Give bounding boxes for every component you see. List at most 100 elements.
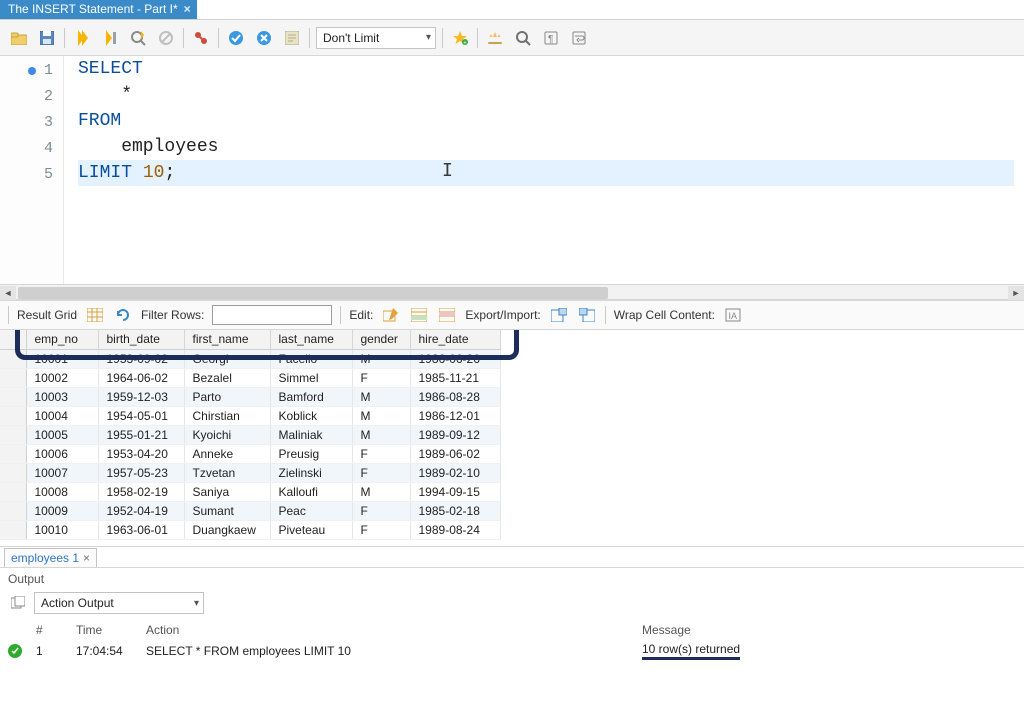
cell[interactable]: 10009 xyxy=(26,501,98,520)
cell[interactable]: 10008 xyxy=(26,482,98,501)
scroll-right-icon[interactable]: ► xyxy=(1008,286,1024,300)
cell[interactable]: Sumant xyxy=(184,501,270,520)
cell[interactable]: 1952-04-19 xyxy=(98,501,184,520)
cell[interactable]: 10006 xyxy=(26,444,98,463)
cell[interactable]: Tzvetan xyxy=(184,463,270,482)
column-header[interactable]: gender xyxy=(352,330,410,349)
file-tab[interactable]: The INSERT Statement - Part I* × xyxy=(0,0,197,19)
save-script-icon[interactable] xyxy=(36,27,58,49)
explain-icon[interactable] xyxy=(127,27,149,49)
table-row[interactable]: 100101963-06-01DuangkaewPiveteauF1989-08… xyxy=(0,520,500,539)
cell[interactable]: F xyxy=(352,463,410,482)
delete-row-icon[interactable] xyxy=(437,305,457,325)
cell[interactable]: 10003 xyxy=(26,387,98,406)
cell[interactable]: 1986-08-28 xyxy=(410,387,500,406)
cell[interactable]: Kalloufi xyxy=(270,482,352,501)
table-row[interactable]: 100031959-12-03PartoBamfordM1986-08-28 xyxy=(0,387,500,406)
result-grid-icon[interactable] xyxy=(85,305,105,325)
limit-rows-combo[interactable]: Don't Limit xyxy=(316,27,436,49)
cell[interactable]: Koblick xyxy=(270,406,352,425)
cell[interactable]: F xyxy=(352,501,410,520)
import-icon[interactable] xyxy=(577,305,597,325)
column-header[interactable]: last_name xyxy=(270,330,352,349)
refresh-icon[interactable] xyxy=(113,305,133,325)
cell[interactable]: 10001 xyxy=(26,349,98,368)
table-row[interactable]: 100041954-05-01ChirstianKoblickM1986-12-… xyxy=(0,406,500,425)
result-tab[interactable]: employees 1 × xyxy=(4,548,97,567)
cell[interactable]: Peac xyxy=(270,501,352,520)
column-header[interactable]: birth_date xyxy=(98,330,184,349)
scroll-thumb[interactable] xyxy=(18,287,608,299)
editor-hscrollbar[interactable]: ◄ ► xyxy=(0,284,1024,300)
row-handle[interactable] xyxy=(0,482,26,501)
row-handle[interactable] xyxy=(0,444,26,463)
favorite-icon[interactable]: + xyxy=(449,27,471,49)
cell[interactable]: M xyxy=(352,349,410,368)
cell[interactable]: Simmel xyxy=(270,368,352,387)
table-row[interactable]: 100011953-09-02GeorgiFacelloM1986-06-26 xyxy=(0,349,500,368)
row-handle[interactable] xyxy=(0,501,26,520)
toggle-invisible-icon[interactable]: ¶ xyxy=(540,27,562,49)
cell[interactable]: 10005 xyxy=(26,425,98,444)
autocommit-on-icon[interactable] xyxy=(225,27,247,49)
table-row[interactable]: 100081958-02-19SaniyaKalloufiM1994-09-15 xyxy=(0,482,500,501)
cell[interactable]: 10002 xyxy=(26,368,98,387)
cell[interactable]: F xyxy=(352,520,410,539)
cell[interactable]: 1957-05-23 xyxy=(98,463,184,482)
close-icon[interactable]: × xyxy=(83,551,90,565)
cell[interactable]: 1985-02-18 xyxy=(410,501,500,520)
column-header[interactable]: emp_no xyxy=(26,330,98,349)
cell[interactable]: Bezalel xyxy=(184,368,270,387)
cell[interactable]: Anneke xyxy=(184,444,270,463)
output-view-icon[interactable] xyxy=(8,593,28,613)
row-handle[interactable] xyxy=(0,425,26,444)
wrap-cell-icon[interactable]: IA xyxy=(723,305,743,325)
cell[interactable]: F xyxy=(352,444,410,463)
table-row[interactable]: 100021964-06-02BezalelSimmelF1985-11-21 xyxy=(0,368,500,387)
execute-icon[interactable] xyxy=(71,27,93,49)
cell[interactable]: 1986-12-01 xyxy=(410,406,500,425)
insert-row-icon[interactable] xyxy=(409,305,429,325)
open-script-icon[interactable] xyxy=(8,27,30,49)
autocommit-off-icon[interactable] xyxy=(253,27,275,49)
cell[interactable]: M xyxy=(352,387,410,406)
cell[interactable]: Chirstian xyxy=(184,406,270,425)
cell[interactable]: 1989-06-02 xyxy=(410,444,500,463)
edit-row-icon[interactable] xyxy=(381,305,401,325)
save-snippet-icon[interactable] xyxy=(281,27,303,49)
cell[interactable]: 10010 xyxy=(26,520,98,539)
cell[interactable]: 1989-02-10 xyxy=(410,463,500,482)
row-handle[interactable] xyxy=(0,520,26,539)
filter-rows-input[interactable] xyxy=(212,305,332,325)
row-handle[interactable] xyxy=(0,349,26,368)
export-icon[interactable] xyxy=(549,305,569,325)
cell[interactable]: 1989-09-12 xyxy=(410,425,500,444)
result-grid[interactable]: emp_nobirth_datefirst_namelast_namegende… xyxy=(0,330,501,540)
table-row[interactable]: 100091952-04-19SumantPeacF1985-02-18 xyxy=(0,501,500,520)
cell[interactable]: 1986-06-26 xyxy=(410,349,500,368)
cell[interactable]: 1955-01-21 xyxy=(98,425,184,444)
commit-icon[interactable] xyxy=(190,27,212,49)
cell[interactable]: Parto xyxy=(184,387,270,406)
find-icon[interactable] xyxy=(512,27,534,49)
cell[interactable]: 10004 xyxy=(26,406,98,425)
row-handle[interactable] xyxy=(0,387,26,406)
cell[interactable]: 1953-04-20 xyxy=(98,444,184,463)
table-row[interactable]: 100061953-04-20AnnekePreusigF1989-06-02 xyxy=(0,444,500,463)
table-row[interactable]: 100071957-05-23TzvetanZielinskiF1989-02-… xyxy=(0,463,500,482)
row-handle[interactable] xyxy=(0,463,26,482)
cell[interactable]: M xyxy=(352,425,410,444)
table-row[interactable]: 100051955-01-21KyoichiMaliniakM1989-09-1… xyxy=(0,425,500,444)
sql-editor[interactable]: 12345 I SELECT *FROM employeesLIMIT 10; xyxy=(0,56,1024,284)
cell[interactable]: 1994-09-15 xyxy=(410,482,500,501)
row-handle[interactable] xyxy=(0,368,26,387)
cell[interactable]: Georgi xyxy=(184,349,270,368)
cell[interactable]: Saniya xyxy=(184,482,270,501)
cell[interactable]: F xyxy=(352,368,410,387)
cell[interactable]: Piveteau xyxy=(270,520,352,539)
row-handle[interactable] xyxy=(0,406,26,425)
cell[interactable]: 10007 xyxy=(26,463,98,482)
cell[interactable]: Kyoichi xyxy=(184,425,270,444)
column-header[interactable]: hire_date xyxy=(410,330,500,349)
cell[interactable]: Maliniak xyxy=(270,425,352,444)
